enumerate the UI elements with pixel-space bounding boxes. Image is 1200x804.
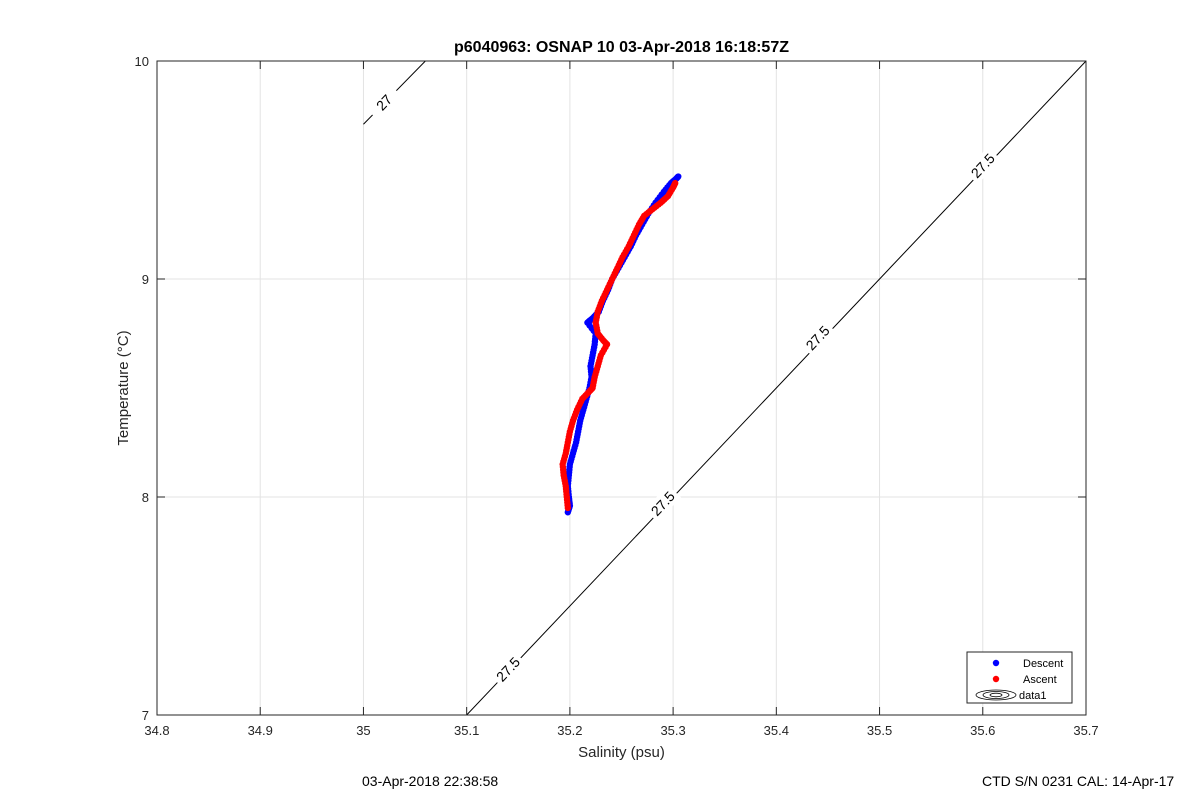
x-tick-label: 35.5: [867, 723, 892, 738]
footer-timestamp: 03-Apr-2018 22:38:58: [362, 773, 499, 789]
axes-background: [157, 61, 1086, 715]
x-tick-label: 35.6: [970, 723, 995, 738]
legend-box: [966, 651, 1073, 704]
y-axis-label: Temperature (°C): [115, 330, 132, 445]
footer-calibration: CTD S/N 0231 CAL: 14-Apr-17: [982, 773, 1175, 789]
axes-box: [156, 60, 1087, 716]
legend-marker-ascent: [992, 675, 1000, 683]
x-tick-label: 35.7: [1073, 723, 1098, 738]
legend: Descent Ascent data1: [966, 651, 1073, 704]
x-tick-label: 35.3: [660, 723, 685, 738]
data-point: [671, 179, 679, 187]
x-tick-label: 35: [356, 723, 370, 738]
y-tick-label: 8: [142, 490, 149, 505]
x-tick-label: 35.2: [557, 723, 582, 738]
isopycnal-label-backdrop: [644, 484, 681, 523]
x-tick-label: 35.1: [454, 723, 479, 738]
y-tick-label: 10: [135, 54, 149, 69]
x-tick-label: 34.9: [248, 723, 273, 738]
x-tick-label: 34.8: [144, 723, 169, 738]
legend-marker-descent: [992, 659, 1000, 667]
data-point: [675, 173, 682, 180]
legend-label-descent: Descent: [1023, 658, 1063, 670]
y-tick-label: 7: [142, 708, 149, 723]
legend-label-ascent: Ascent: [1023, 674, 1057, 686]
isopycnal-label-backdrop: [489, 650, 527, 688]
contour-ring: [982, 691, 1010, 699]
legend-label-data1: data1: [1019, 690, 1047, 702]
contour-ring: [989, 692, 1003, 698]
y-tick-label: 9: [142, 272, 149, 287]
chart-title: p6040963: OSNAP 10 03-Apr-2018 16:18:57Z: [454, 39, 789, 56]
isopycnal-label-backdrop: [365, 83, 403, 121]
series-ascent: [559, 179, 679, 512]
contour-ring: [975, 689, 1017, 701]
isopycnal-label-backdrop: [799, 319, 836, 357]
x-axis-label: Salinity (psu): [578, 744, 665, 761]
x-tick-label: 35.4: [764, 723, 789, 738]
contour-legend-icon: [975, 689, 1017, 701]
isopycnal-label-backdrop: [964, 147, 1001, 185]
